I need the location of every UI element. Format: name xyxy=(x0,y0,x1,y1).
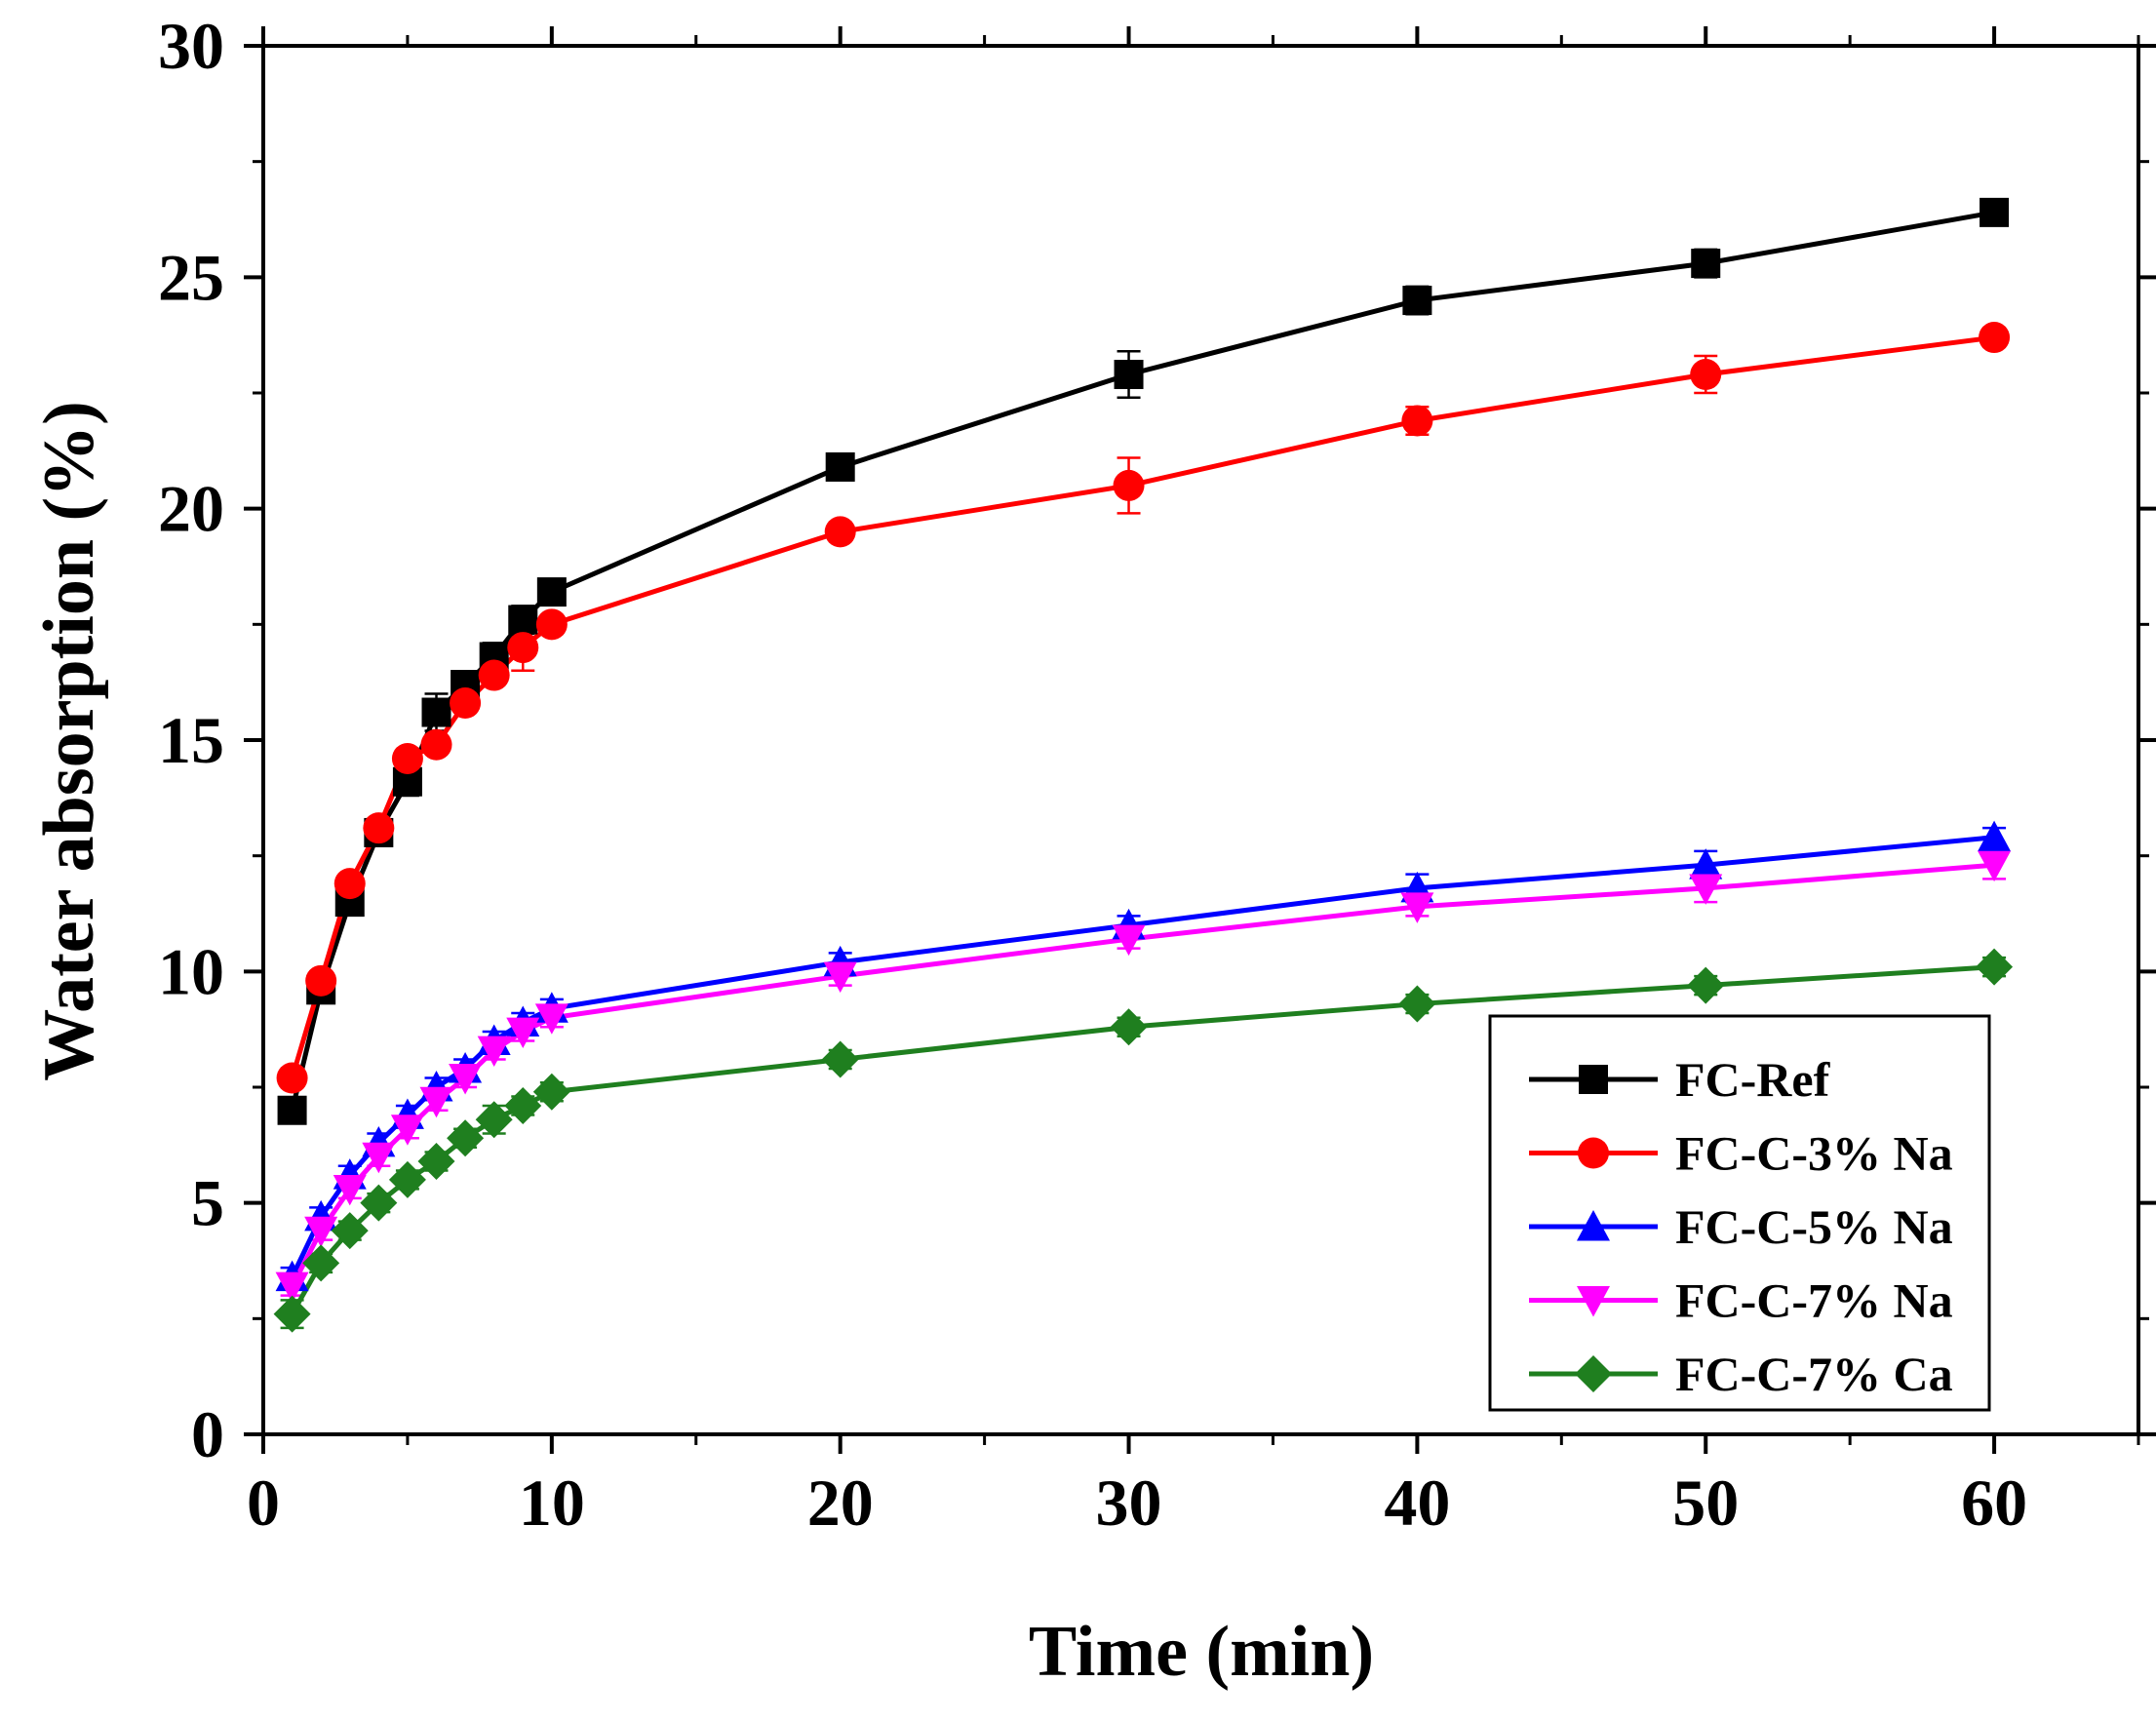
fc-c-3pct-na-point xyxy=(507,632,539,664)
fc-c-7pct-na-point xyxy=(823,961,857,994)
fc-ref-point xyxy=(1691,249,1721,279)
fc-c-5pct-na-point xyxy=(1689,848,1723,880)
fc-c-7pct-na-point xyxy=(449,1064,483,1095)
x-tick-label: 30 xyxy=(1096,1466,1162,1540)
fc-c-7pct-ca-point xyxy=(504,1086,542,1124)
fc-c-3pct-na-point xyxy=(1113,469,1145,501)
fc-ref-line xyxy=(290,210,1995,1112)
fc-c-3pct-na-point xyxy=(1979,322,2011,354)
fc-ref-point xyxy=(536,577,567,607)
fc-c-7pct-ca-point xyxy=(360,1184,398,1222)
fc-c-3pct-na-point xyxy=(478,659,510,691)
fc-ref-point xyxy=(421,697,451,727)
fc-ref-point xyxy=(1980,197,2010,227)
y-tick-label: 30 xyxy=(158,9,224,83)
fc-c-7pct-ca-point xyxy=(302,1244,340,1282)
fc-c-7pct-na-point xyxy=(477,1036,511,1068)
fc-c-3pct-na-point xyxy=(305,964,337,997)
fc-c-7pct-na-point xyxy=(390,1115,424,1146)
fc-c-7pct-na-point xyxy=(362,1142,396,1174)
fc-c-3pct-na-point xyxy=(824,516,856,548)
fc-c-3pct-na-point xyxy=(420,728,452,761)
fc-c-7pct-ca-point xyxy=(417,1142,455,1180)
fc-ref-point xyxy=(1114,360,1144,390)
x-tick-label: 20 xyxy=(807,1466,874,1540)
fc-c-3pct-na-point xyxy=(1401,405,1433,437)
fc-c-7pct-na-point xyxy=(333,1174,367,1206)
fc-c-7pct-ca-point xyxy=(1398,985,1436,1023)
y-axis-title: Water absorption (%) xyxy=(29,401,109,1081)
x-tick-label: 50 xyxy=(1672,1466,1739,1540)
y-tick-label: 5 xyxy=(191,1166,224,1240)
fc-c-3pct-na-point xyxy=(333,868,366,900)
legend-label-fc-c-7pct-na: FC-C-7% Na xyxy=(1675,1273,1953,1328)
fc-c-7pct-ca-point xyxy=(1976,948,2014,986)
legend-marker-fc-c-7pct-na xyxy=(1577,1286,1610,1317)
legend-marker-fc-ref xyxy=(1579,1065,1608,1094)
legend-marker-fc-c-7pct-ca xyxy=(1575,1355,1612,1392)
fc-ref-point xyxy=(825,451,855,482)
fc-c-3pct-na-point xyxy=(276,1062,308,1094)
fc-c-7pct-ca-point xyxy=(475,1101,513,1139)
y-tick-label: 20 xyxy=(158,472,224,546)
legend-label-fc-c-5pct-na: FC-C-5% Na xyxy=(1675,1199,1953,1254)
fc-c-7pct-na-point xyxy=(1689,874,1723,905)
x-tick-label: 10 xyxy=(519,1466,585,1540)
fc-c-3pct-na-point xyxy=(363,812,395,844)
fc-ref-point xyxy=(1402,286,1432,316)
y-tick-label: 15 xyxy=(158,703,224,777)
fc-c-7pct-ca-point xyxy=(821,1040,859,1078)
legend-label-fc-ref: FC-Ref xyxy=(1675,1052,1831,1107)
fc-ref-point xyxy=(277,1095,307,1125)
fc-c-7pct-ca-point xyxy=(388,1160,426,1198)
fc-c-7pct-ca-point xyxy=(532,1073,570,1111)
fc-c-7pct-na-point xyxy=(1978,850,2012,882)
fc-c-7pct-na-point xyxy=(506,1017,540,1049)
fc-c-7pct-na-point xyxy=(419,1086,453,1118)
fc-c-7pct-na-point xyxy=(534,1003,568,1035)
fc-c-7pct-ca-point xyxy=(1110,1008,1148,1046)
fc-c-3pct-na-point xyxy=(391,742,423,774)
axes-layer: 0 5 10 15 20 25 30 0 10 20 30 40 50 60 xyxy=(158,9,2156,1540)
fc-c-7pct-ca-point xyxy=(331,1212,369,1250)
legend-marker-fc-c-5pct-na xyxy=(1577,1210,1610,1241)
fc-c-7pct-na-point xyxy=(304,1216,338,1248)
fc-c-3pct-na-point xyxy=(1690,359,1722,391)
fc-ref-point xyxy=(508,605,538,635)
fc-c-7pct-na-point xyxy=(1400,892,1434,923)
fc-c-7pct-ca-point xyxy=(273,1295,311,1333)
fc-c-5pct-na-point xyxy=(1978,820,2012,852)
fc-c-7pct-na-point xyxy=(275,1271,309,1304)
fc-c-7pct-na-point xyxy=(1112,924,1146,957)
legend-label-fc-c-7pct-ca: FC-C-7% Ca xyxy=(1675,1347,1953,1401)
fc-c-3pct-na-point xyxy=(450,687,482,720)
fc-c-7pct-ca-point xyxy=(447,1119,485,1157)
y-tick-label: 0 xyxy=(191,1397,224,1471)
fc-c-3pct-na-point xyxy=(535,608,568,641)
x-axis-title: Time (min) xyxy=(1029,1612,1374,1692)
fc-c-7pct-ca-point xyxy=(1687,966,1725,1004)
x-tick-label: 60 xyxy=(1961,1466,2027,1540)
markers-layer xyxy=(273,197,2014,1333)
fc-c-3pct-na-line xyxy=(290,334,1995,1079)
legend-marker-fc-c-3pct-na xyxy=(1578,1137,1609,1169)
legend-label-fc-c-3pct-na: FC-C-3% Na xyxy=(1675,1126,1953,1181)
x-tick-label: 0 xyxy=(247,1466,280,1540)
x-tick-label: 40 xyxy=(1384,1466,1450,1540)
y-tick-label: 25 xyxy=(158,240,224,314)
y-tick-label: 10 xyxy=(158,934,224,1008)
legend: FC-Ref FC-C-3% Na FC-C-5% Na FC-C-7% Na FC-C… xyxy=(1488,1014,1991,1412)
